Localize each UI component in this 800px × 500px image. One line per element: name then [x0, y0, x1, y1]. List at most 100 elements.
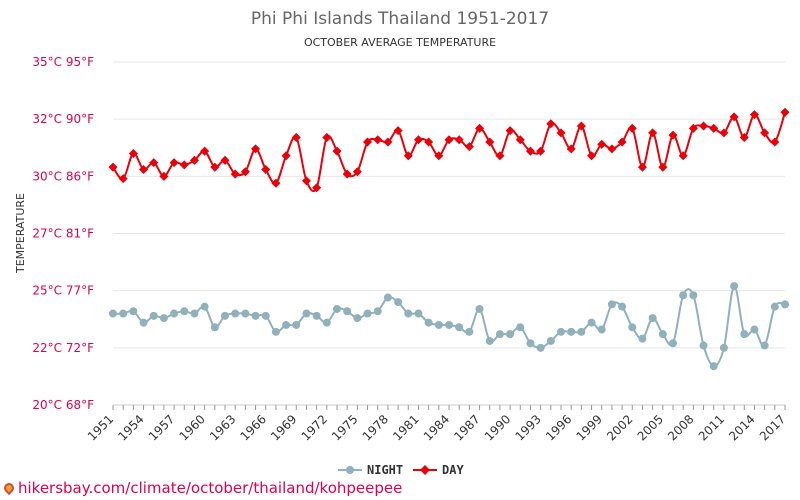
footer-link[interactable]: hikersbay.com/climate/october/thailand/k…	[18, 479, 403, 497]
data-point-day	[128, 148, 138, 158]
data-point-night	[526, 339, 535, 348]
y-tick-label: 27°C 81°F	[32, 227, 94, 241]
x-tick-label: 1978	[360, 412, 391, 443]
data-point-day	[251, 144, 261, 154]
y-tick-label: 35°C 95°F	[32, 55, 94, 69]
location-pin-icon	[1, 480, 17, 496]
data-point-day	[200, 146, 210, 156]
data-point-night	[261, 311, 270, 320]
legend-day-label: DAY	[442, 463, 464, 477]
x-tick-label: 1984	[421, 412, 452, 443]
data-point-night	[221, 311, 229, 320]
chart-subtitle: OCTOBER AVERAGE TEMPERATURE	[304, 36, 496, 49]
data-point-day	[729, 112, 739, 122]
data-point-night	[322, 318, 331, 327]
data-point-day	[424, 137, 434, 147]
y-axis-label: TEMPERATURE	[14, 193, 27, 274]
series-night	[109, 282, 789, 371]
data-point-day	[220, 155, 230, 165]
data-point-night	[495, 330, 504, 339]
data-point-night	[679, 291, 688, 300]
data-point-night	[536, 343, 545, 352]
data-point-day	[159, 171, 169, 181]
legend-night-label: NIGHT	[367, 463, 403, 477]
data-point-night	[139, 318, 148, 327]
data-point-night	[119, 309, 128, 318]
data-point-day	[240, 167, 250, 177]
data-point-day	[179, 160, 189, 170]
data-point-day	[546, 119, 556, 129]
data-point-night	[597, 325, 606, 334]
x-tick-label: 1981	[390, 412, 421, 443]
x-tick-label: 1960	[176, 412, 207, 443]
x-tick-label: 1954	[115, 412, 146, 443]
data-point-night	[180, 307, 189, 316]
data-point-day	[587, 151, 597, 161]
x-tick-label: 2014	[726, 412, 757, 443]
data-point-night	[109, 309, 117, 318]
data-point-night	[638, 334, 647, 343]
data-point-night	[190, 309, 199, 318]
data-point-day	[637, 162, 647, 172]
data-point-night	[699, 341, 708, 350]
data-point-day	[189, 155, 199, 165]
data-point-day	[393, 126, 403, 136]
y-tick-label: 22°C 72°F	[32, 341, 94, 355]
data-point-night	[241, 309, 250, 318]
data-point-night	[434, 320, 443, 329]
data-point-day	[281, 151, 291, 161]
y-tick-label: 32°C 90°F	[32, 112, 94, 126]
data-point-night	[445, 320, 453, 329]
data-point-night	[394, 298, 403, 307]
data-point-night	[292, 320, 301, 329]
data-point-night	[781, 300, 789, 309]
data-point-day	[363, 137, 373, 147]
x-tick-label: 2005	[635, 412, 666, 443]
data-point-day	[495, 151, 505, 161]
footer[interactable]: hikersbay.com/climate/october/thailand/k…	[1, 479, 403, 497]
y-axis-ticks: 35°C 95°F 32°C 90°F 30°C 86°F 27°C 81°F 25°C…	[32, 55, 94, 412]
data-point-day	[108, 162, 118, 172]
y-tick-label: 20°C 68°F	[32, 398, 94, 412]
data-point-day	[118, 174, 128, 184]
data-point-night	[373, 307, 382, 316]
data-point-night	[567, 327, 576, 336]
legend-night[interactable]: NIGHT	[338, 463, 403, 477]
data-point-day	[627, 123, 637, 133]
data-point-night	[618, 302, 627, 311]
data-point-night	[383, 293, 392, 302]
data-point-night	[719, 343, 728, 352]
data-point-night	[506, 330, 515, 339]
data-point-night	[353, 314, 362, 323]
grid	[113, 61, 785, 406]
data-point-night	[129, 307, 138, 316]
data-point-day	[780, 107, 790, 117]
data-point-day	[169, 158, 179, 168]
data-point-day	[770, 137, 780, 147]
data-point-day	[139, 164, 149, 174]
x-tick-label: 1996	[543, 412, 574, 443]
x-tick-label: 1969	[268, 412, 299, 443]
data-point-night	[577, 327, 586, 336]
x-tick-label: 1990	[482, 412, 513, 443]
data-point-night	[607, 300, 616, 309]
chart-title: Phi Phi Islands Thailand 1951-2017	[251, 9, 549, 29]
data-point-night	[658, 330, 667, 339]
data-point-day	[291, 132, 301, 142]
data-point-night	[210, 323, 219, 332]
x-tick-label: 1975	[329, 412, 360, 443]
data-point-night	[251, 311, 260, 320]
x-tick-label: 1957	[146, 412, 177, 443]
data-point-day	[342, 169, 352, 179]
data-point-night	[312, 311, 321, 320]
legend[interactable]: NIGHT DAY	[338, 463, 464, 477]
data-point-night	[689, 291, 698, 300]
x-tick-label: 2002	[604, 412, 635, 443]
data-point-night	[485, 336, 494, 345]
y-tick-label: 25°C 77°F	[32, 284, 94, 298]
data-point-night	[333, 304, 341, 313]
legend-day[interactable]: DAY	[413, 463, 464, 477]
data-point-day	[271, 178, 281, 188]
data-point-day	[515, 135, 525, 145]
